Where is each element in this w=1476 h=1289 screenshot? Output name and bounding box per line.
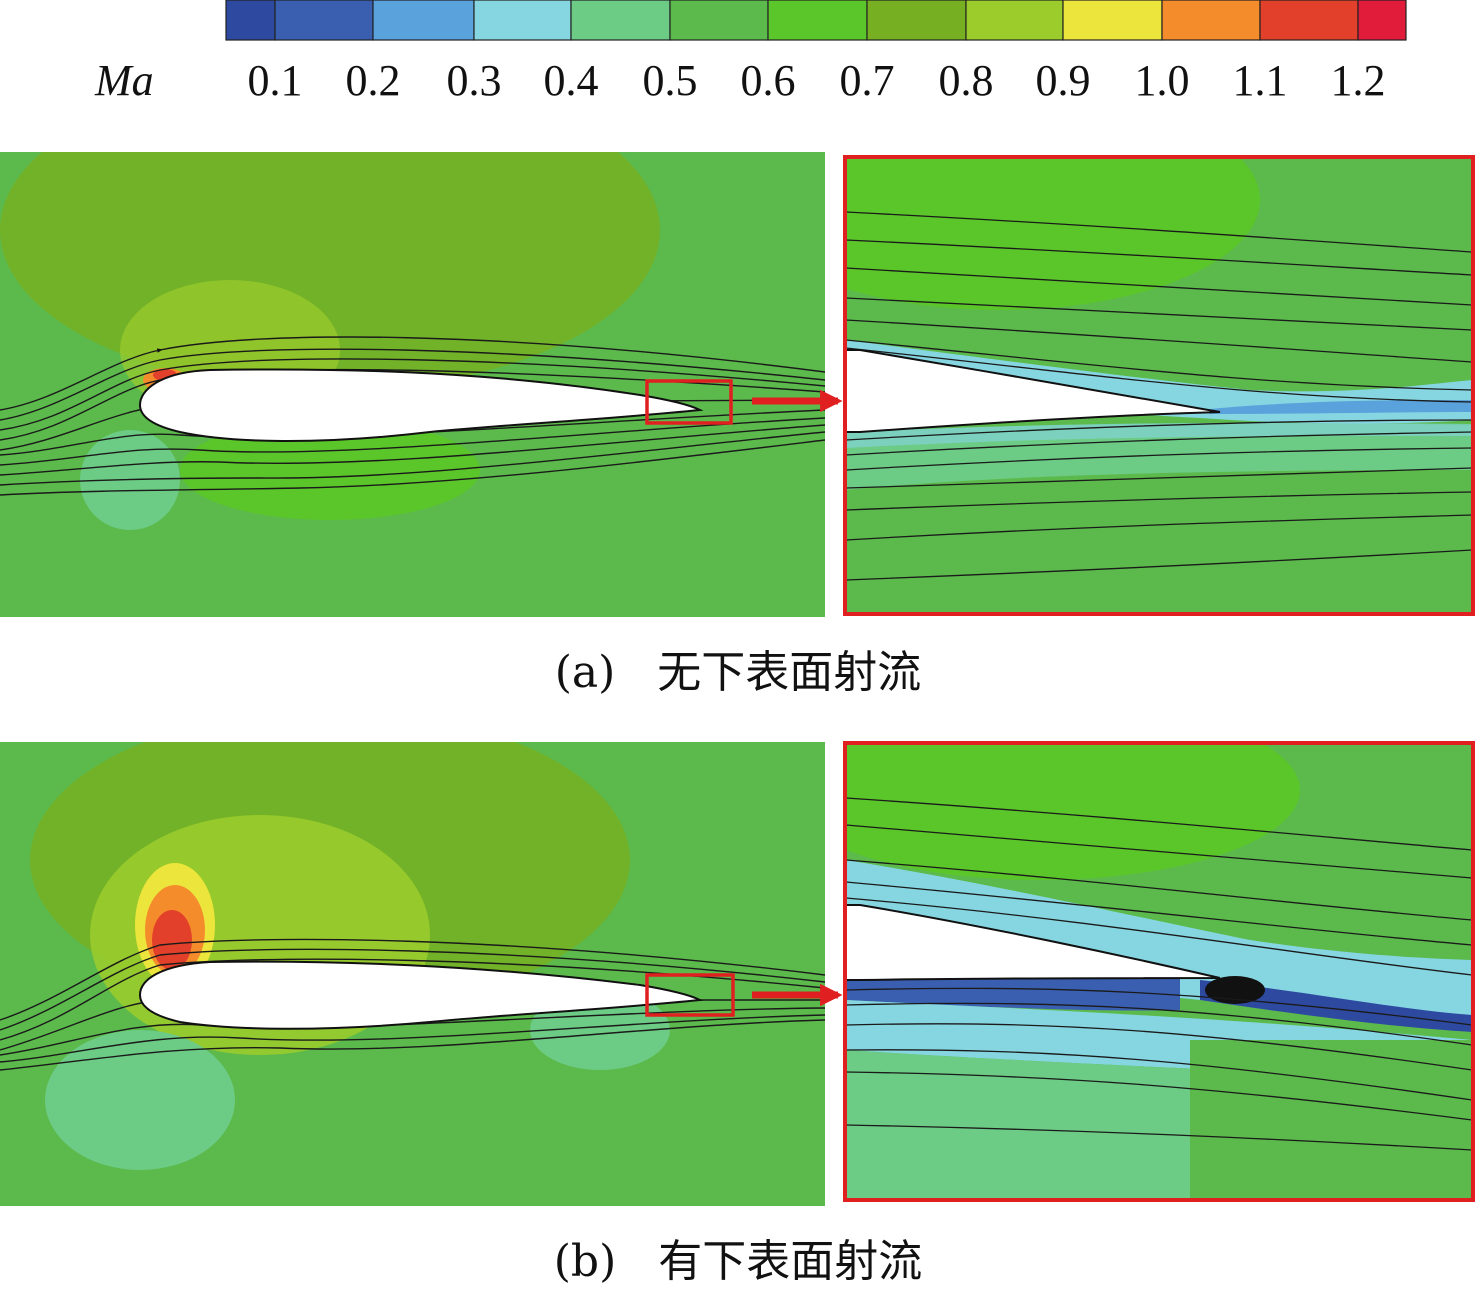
- colorbar-segment: [225, 0, 276, 41]
- colorbar-tick-label: 0.2: [346, 56, 401, 105]
- colorbar-segment: [965, 0, 1064, 41]
- panel-a-caption: (a) 无下表面射流: [0, 636, 1476, 700]
- colorbar-segment: [866, 0, 967, 41]
- colorbar-segment: [372, 0, 475, 41]
- colorbar-tick-labels: 0.1 0.2 0.3 0.4 0.5 0.6 0.7 0.8 0.9 1.0 1.1 1.2: [248, 56, 1386, 105]
- colorbar-segment: [1357, 0, 1407, 41]
- colorbar-segment: [473, 0, 572, 41]
- colorbar-tick-label: 0.9: [1036, 56, 1091, 105]
- colorbar-tick-label: 0.4: [544, 56, 599, 105]
- colorbar-tick-label: 1.2: [1331, 56, 1386, 105]
- panel-a-caption-text: 无下表面射流: [657, 647, 922, 698]
- colorbar-tick-label: 0.6: [741, 56, 796, 105]
- colorbar: Ma 0.1 0.2 0.3 0.4 0.5 0.6 0.7 0.8 0.9 1.0 1.1 1.2: [94, 0, 1407, 105]
- panel-b-zoom-box: [645, 973, 735, 1017]
- colorbar-segments: [225, 0, 1407, 41]
- colorbar-tick-label: 0.8: [939, 56, 994, 105]
- panel-a-zoom-plot: [843, 155, 1475, 616]
- colorbar-segment: [1259, 0, 1359, 41]
- panel-b-main-plot: [0, 742, 825, 1206]
- colorbar-tick-label: 0.1: [248, 56, 303, 105]
- colorbar-segment: [570, 0, 671, 41]
- colorbar-variable-label: Ma: [94, 56, 154, 105]
- colorbar-segment: [1161, 0, 1261, 41]
- colorbar-segment: [669, 0, 769, 41]
- colorbar-tick-label: 0.7: [840, 56, 895, 105]
- colorbar-tick-label: 1.1: [1233, 56, 1288, 105]
- panel-b-caption-label: (b): [553, 1236, 617, 1287]
- panel-a-main-plot: [0, 152, 825, 617]
- colorbar-tick-label: 0.5: [643, 56, 698, 105]
- panel-a-zoom-box: [645, 379, 733, 425]
- colorbar-segment: [274, 0, 374, 41]
- panel-b-caption-text: 有下表面射流: [658, 1236, 923, 1287]
- panel-b-zoom-plot: [843, 741, 1475, 1202]
- colorbar-segment: [767, 0, 868, 41]
- colorbar-segment: [1062, 0, 1163, 41]
- colorbar-tick-label: 0.3: [447, 56, 502, 105]
- panel-a-caption-label: (a): [554, 647, 616, 698]
- colorbar-tick-label: 1.0: [1135, 56, 1190, 105]
- panel-a-zoom-frame: [843, 155, 1475, 616]
- panel-b-caption: (b) 有下表面射流: [0, 1225, 1476, 1289]
- panel-b-zoom-frame: [843, 741, 1475, 1202]
